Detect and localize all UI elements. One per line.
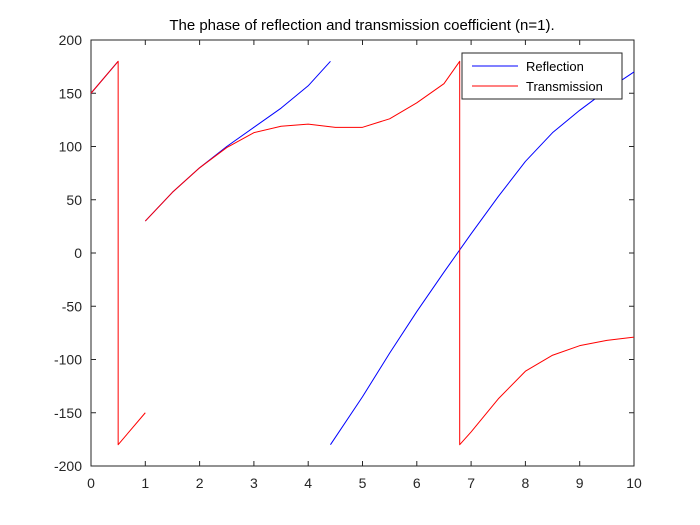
y-tick-label: 150 (59, 85, 83, 101)
series-lines (90, 60, 635, 446)
x-axis: 0 1 2 3 4 5 6 7 8 9 10 (87, 40, 642, 491)
y-tick-label: 0 (74, 245, 82, 261)
y-tick-label: -100 (54, 352, 82, 368)
chart-title: The phase of reflection and transmission… (169, 17, 554, 34)
x-tick-label: 9 (576, 475, 584, 491)
legend-box (461, 52, 623, 100)
y-tick-label: 100 (59, 139, 83, 155)
y-tick-label: -50 (62, 298, 82, 314)
x-tick-label: 10 (626, 475, 642, 491)
legend-label-reflection: Reflection (526, 59, 584, 74)
plot-area (90, 39, 635, 467)
y-tick-label: 50 (66, 192, 82, 208)
y-axis: -200 -150 -100 -50 0 50 100 150 200 (54, 32, 634, 474)
x-tick-label: 8 (522, 475, 530, 491)
x-tick-label: 7 (467, 475, 475, 491)
x-tick-label: 4 (304, 475, 312, 491)
y-tick-label: 200 (59, 32, 83, 48)
x-tick-label: 1 (141, 475, 149, 491)
series-transmission-segment-0 (90, 60, 146, 446)
series-transmission-segment-1 (144, 60, 635, 446)
x-tick-label: 6 (413, 475, 421, 491)
legend-label-transmission: Transmission (526, 79, 603, 94)
x-tick-label: 5 (359, 475, 367, 491)
series-reflection-segment-2 (330, 71, 635, 445)
x-tick-label: 2 (196, 475, 204, 491)
y-tick-label: -200 (54, 458, 82, 474)
x-tick-label: 3 (250, 475, 258, 491)
x-tick-label: 0 (87, 475, 95, 491)
legend: Reflection Transmission (461, 52, 623, 100)
y-tick-label: -150 (54, 405, 82, 421)
